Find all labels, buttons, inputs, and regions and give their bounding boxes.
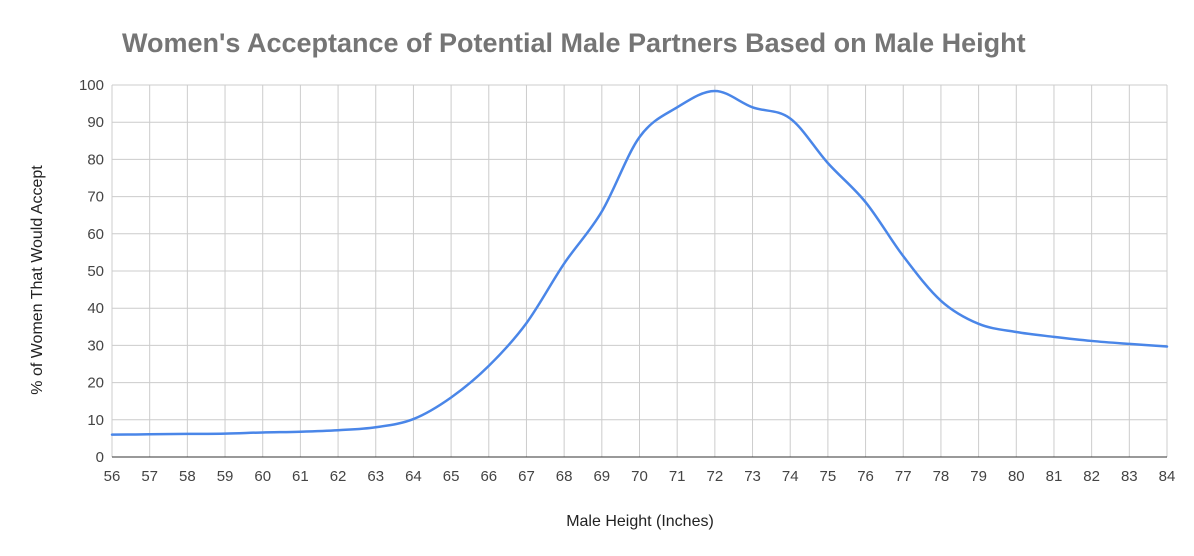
y-axis-ticks: 0 10 20 30 40 50 60 70 80 90 100 [79, 77, 104, 466]
y-tick-label: 40 [87, 300, 104, 317]
y-tick-label: 80 [87, 151, 104, 168]
series-line [110, 89, 1169, 436]
x-tick-label: 75 [820, 468, 837, 485]
x-tick-label: 69 [593, 468, 610, 485]
y-tick-label: 90 [87, 114, 104, 131]
y-tick-label: 50 [87, 263, 104, 280]
x-tick-label: 73 [744, 468, 761, 485]
x-axis-label: Male Height (Inches) [566, 513, 714, 530]
x-tick-label: 80 [1008, 468, 1025, 485]
x-tick-label: 58 [179, 468, 196, 485]
y-axis-label: % of Women That Would Accept [29, 165, 46, 395]
x-tick-label: 67 [518, 468, 535, 485]
x-tick-label: 78 [933, 468, 950, 485]
chart-title: Women's Acceptance of Potential Male Par… [122, 28, 1026, 58]
y-tick-label: 70 [87, 189, 104, 206]
y-tick-label: 10 [87, 412, 104, 429]
x-axis-ticks: 56 57 58 59 60 61 62 63 64 65 66 67 68 69 70 71 72 73 74 75… [104, 468, 1176, 485]
x-tick-label: 66 [480, 468, 497, 485]
y-tick-label: 0 [96, 449, 104, 466]
x-tick-label: 81 [1046, 468, 1063, 485]
x-tick-label: 72 [707, 468, 724, 485]
x-tick-label: 77 [895, 468, 912, 485]
x-tick-label: 74 [782, 468, 799, 485]
y-tick-label: 20 [87, 375, 104, 392]
x-tick-label: 65 [443, 468, 460, 485]
x-tick-label: 63 [367, 468, 384, 485]
x-tick-label: 76 [857, 468, 874, 485]
x-tick-label: 64 [405, 468, 422, 485]
series-layer [110, 89, 1169, 436]
x-tick-label: 62 [330, 468, 347, 485]
x-tick-label: 60 [254, 468, 271, 485]
x-tick-label: 70 [631, 468, 648, 485]
y-tick-label: 30 [87, 337, 104, 354]
x-tick-label: 61 [292, 468, 309, 485]
x-tick-label: 84 [1159, 468, 1176, 485]
x-tick-label: 82 [1083, 468, 1100, 485]
x-tick-label: 56 [104, 468, 121, 485]
grid-lines [111, 84, 1168, 458]
x-tick-label: 83 [1121, 468, 1138, 485]
x-tick-label: 79 [970, 468, 987, 485]
x-tick-label: 57 [141, 468, 158, 485]
x-tick-label: 71 [669, 468, 686, 485]
x-tick-label: 68 [556, 468, 573, 485]
x-tick-label: 59 [217, 468, 234, 485]
y-tick-label: 60 [87, 226, 104, 243]
y-tick-label: 100 [79, 77, 104, 94]
